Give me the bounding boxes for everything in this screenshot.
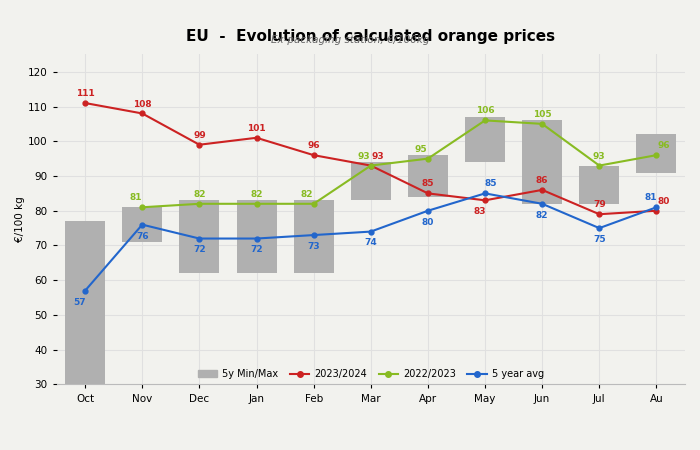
Text: 80: 80	[657, 197, 670, 206]
Text: 72: 72	[250, 245, 262, 254]
Bar	[636, 134, 676, 172]
Text: 75: 75	[593, 235, 606, 244]
Bar	[465, 117, 505, 162]
Text: 80: 80	[421, 218, 434, 227]
Bar	[580, 166, 620, 204]
Text: 57: 57	[74, 297, 86, 306]
Legend: 5y Min/Max, 2023/2024, 2022/2023, 5 year avg: 5y Min/Max, 2023/2024, 2022/2023, 5 year…	[194, 365, 547, 383]
Text: 101: 101	[247, 124, 266, 133]
Text: 86: 86	[536, 176, 548, 185]
Text: 99: 99	[193, 131, 206, 140]
Text: 108: 108	[133, 99, 152, 108]
Y-axis label: €/100 kg: €/100 kg	[15, 197, 25, 242]
Text: 79: 79	[593, 200, 606, 209]
Text: Ex-packaging station, €/100kg: Ex-packaging station, €/100kg	[271, 35, 429, 45]
Text: 81: 81	[129, 194, 141, 202]
Text: 93: 93	[358, 152, 370, 161]
Text: 85: 85	[484, 180, 497, 189]
Bar	[408, 155, 448, 197]
Bar	[351, 162, 391, 200]
Text: 111: 111	[76, 89, 94, 98]
Text: 81: 81	[645, 194, 657, 202]
Text: 73: 73	[307, 242, 320, 251]
Text: 85: 85	[421, 180, 434, 189]
Text: 82: 82	[193, 190, 206, 199]
Text: 93: 93	[593, 152, 606, 161]
Bar	[522, 121, 562, 204]
Text: 106: 106	[476, 107, 494, 116]
Text: 74: 74	[365, 238, 377, 248]
Text: 76: 76	[136, 232, 148, 241]
Bar	[237, 200, 276, 273]
Text: 83: 83	[473, 207, 486, 216]
Text: 93: 93	[372, 152, 384, 161]
Text: 82: 82	[300, 190, 313, 199]
Text: 82: 82	[251, 190, 262, 199]
Title: EU  -  Evolution of calculated orange prices: EU - Evolution of calculated orange pric…	[186, 28, 555, 44]
Text: 96: 96	[307, 141, 320, 150]
Bar	[122, 207, 162, 242]
Text: 96: 96	[657, 141, 670, 150]
Bar	[294, 200, 334, 273]
Text: 105: 105	[533, 110, 552, 119]
Text: 95: 95	[414, 145, 427, 154]
Bar	[179, 200, 219, 273]
Text: 82: 82	[536, 211, 548, 220]
Bar	[65, 221, 105, 384]
Text: 72: 72	[193, 245, 206, 254]
